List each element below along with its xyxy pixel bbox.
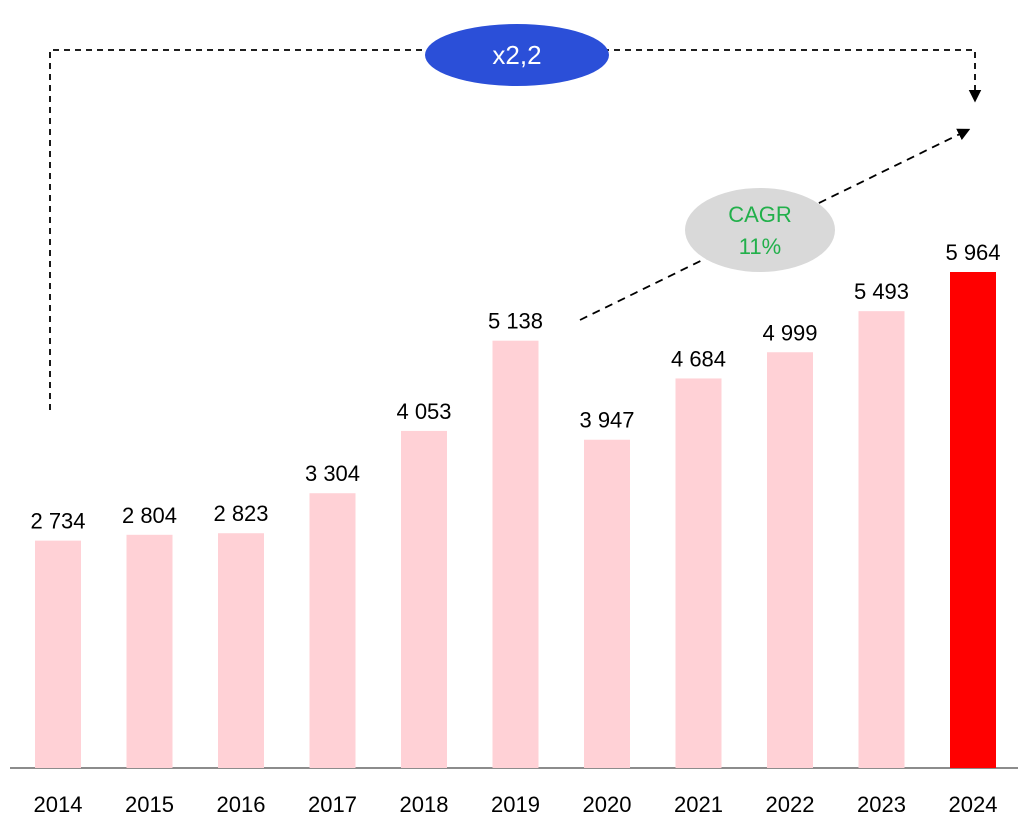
x-tick-label: 2017: [308, 792, 357, 817]
value-label: 2 804: [122, 503, 177, 528]
value-label: 3 304: [305, 461, 360, 486]
x-tick-label: 2016: [217, 792, 266, 817]
multiplier-text: x2,2: [492, 40, 541, 70]
bar: [35, 540, 81, 768]
x-tick-label: 2015: [125, 792, 174, 817]
bar: [858, 311, 905, 768]
bar: [950, 272, 996, 768]
x-tick-label: 2014: [34, 792, 83, 817]
value-label: 4 999: [762, 320, 817, 345]
value-label: 2 734: [30, 509, 85, 534]
growth-bracket: [49, 49, 982, 410]
bar: [126, 534, 173, 768]
cagr-text: CAGR: [728, 202, 792, 227]
bar: [584, 439, 630, 768]
x-tick-label: 2022: [766, 792, 815, 817]
cagr-text: 11%: [739, 234, 781, 259]
x-tick-label: 2024: [949, 792, 998, 817]
value-label: 3 947: [579, 408, 634, 433]
x-tick-label: 2021: [674, 792, 723, 817]
bar: [675, 378, 722, 768]
value-label: 4 053: [396, 399, 451, 424]
cagr-badge: [685, 188, 835, 272]
value-label: 2 823: [213, 501, 268, 526]
bar: [401, 430, 447, 768]
bar: [309, 493, 356, 768]
x-tick-label: 2023: [857, 792, 906, 817]
value-label: 5 493: [854, 279, 909, 304]
bar: [767, 352, 813, 768]
x-tick-label: 2018: [400, 792, 449, 817]
bar: [492, 340, 539, 768]
value-label: 5 964: [945, 240, 1000, 265]
bar: [218, 533, 264, 768]
x-tick-label: 2020: [583, 792, 632, 817]
value-label: 4 684: [671, 346, 726, 371]
value-label: 5 138: [488, 309, 543, 334]
multiplier-badge: [425, 24, 609, 86]
x-tick-label: 2019: [491, 792, 540, 817]
